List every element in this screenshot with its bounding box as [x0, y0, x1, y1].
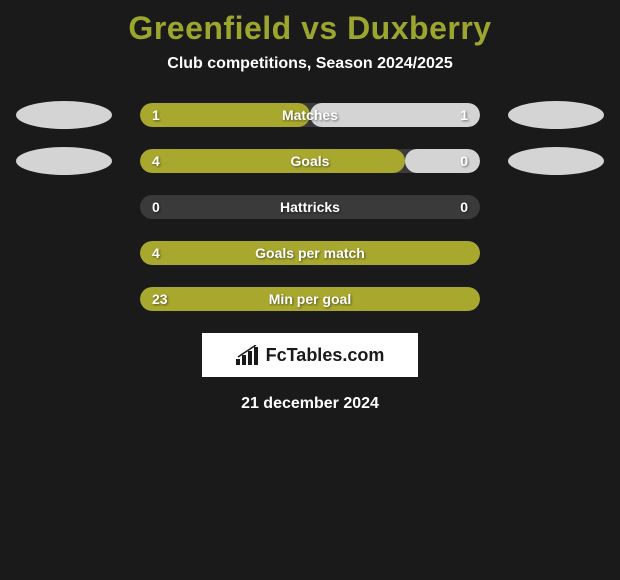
stat-bar: 4 Goals per match [140, 241, 480, 265]
logo-text: FcTables.com [266, 345, 385, 366]
logo-content: FcTables.com [236, 345, 385, 366]
stat-value-left: 0 [152, 199, 160, 215]
badge-placeholder-right [508, 193, 604, 221]
stat-label: Goals [291, 153, 330, 169]
stat-bar: 1 Matches 1 [140, 103, 480, 127]
stat-bar: 0 Hattricks 0 [140, 195, 480, 219]
player-badge-left [16, 101, 112, 129]
bar-fill-left [140, 149, 405, 173]
stat-value-left: 4 [152, 153, 160, 169]
player-badge-right [508, 101, 604, 129]
stats-rows: 1 Matches 1 4 Goals 0 0 Hattricks 0 4 Goals per ma… [0, 103, 620, 311]
footer-date: 21 december 2024 [0, 395, 620, 413]
stat-value-right: 0 [460, 153, 468, 169]
badge-placeholder-right [508, 239, 604, 267]
bar-fill-right [405, 149, 480, 173]
logo-chart-icon [236, 345, 262, 365]
page-title: Greenfield vs Duxberry [0, 10, 620, 47]
stat-value-right: 0 [460, 199, 468, 215]
stat-label: Goals per match [255, 245, 365, 261]
stat-row: 4 Goals per match [0, 241, 620, 265]
stat-row: 4 Goals 0 [0, 149, 620, 173]
stat-value-left: 23 [152, 291, 168, 307]
stat-row: 23 Min per goal [0, 287, 620, 311]
badge-placeholder-left [16, 239, 112, 267]
player-badge-right [508, 147, 604, 175]
badge-placeholder-left [16, 193, 112, 221]
stat-label: Hattricks [280, 199, 340, 215]
stat-bar: 4 Goals 0 [140, 149, 480, 173]
player-badge-left [16, 147, 112, 175]
stat-row: 1 Matches 1 [0, 103, 620, 127]
stat-value-left: 4 [152, 245, 160, 261]
page-subtitle: Club competitions, Season 2024/2025 [0, 55, 620, 73]
stat-row: 0 Hattricks 0 [0, 195, 620, 219]
stat-value-right: 1 [460, 107, 468, 123]
stat-value-left: 1 [152, 107, 160, 123]
stat-label: Matches [282, 107, 338, 123]
main-container: Greenfield vs Duxberry Club competitions… [0, 0, 620, 413]
stat-label: Min per goal [269, 291, 351, 307]
stat-bar: 23 Min per goal [140, 287, 480, 311]
badge-placeholder-left [16, 285, 112, 313]
badge-placeholder-right [508, 285, 604, 313]
logo-box[interactable]: FcTables.com [202, 333, 418, 377]
